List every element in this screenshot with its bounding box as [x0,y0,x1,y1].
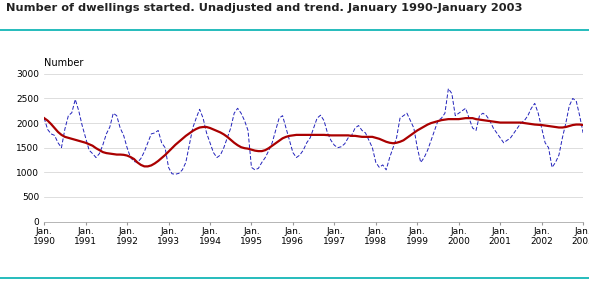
Text: Number: Number [44,58,84,68]
Text: Number of dwellings started. Unadjusted and trend. January 1990-January 2003: Number of dwellings started. Unadjusted … [6,3,522,13]
